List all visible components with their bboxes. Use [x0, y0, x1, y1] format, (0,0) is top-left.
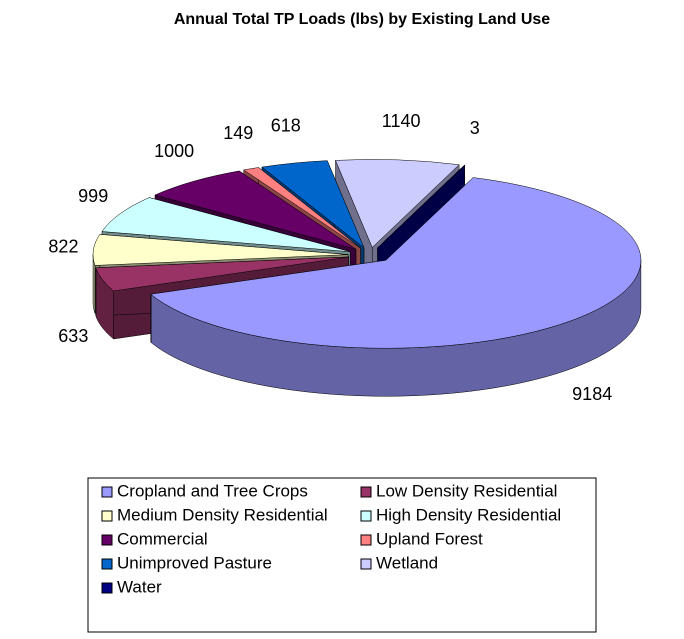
slice [95, 256, 349, 292]
data-label: 1140 [382, 111, 421, 131]
data-label: 1000 [154, 141, 194, 161]
legend-label: Cropland and Tree Crops [117, 481, 308, 500]
legend-label: Water [117, 577, 162, 596]
slice [150, 177, 642, 349]
data-label: 618 [271, 115, 301, 135]
slice [335, 159, 460, 248]
slice [377, 164, 466, 249]
data-label: 822 [48, 237, 78, 257]
data-label: 3 [470, 118, 480, 138]
data-label: 149 [223, 123, 253, 143]
legend-swatch [101, 582, 113, 594]
data-label: 999 [78, 186, 108, 206]
legend-swatch [360, 510, 372, 522]
legend-swatch [101, 558, 113, 570]
slice [261, 160, 365, 248]
legend-swatch [360, 534, 372, 546]
data-label: 633 [58, 326, 88, 346]
slice [92, 234, 349, 266]
data-label: 9184 [572, 384, 612, 404]
legend-label: Low Density Residential [376, 481, 557, 500]
legend-label: Medium Density Residential [117, 505, 328, 524]
legend-swatch [101, 534, 113, 546]
chart-title: Annual Total TP Loads (lbs) by Existing … [174, 11, 550, 28]
slice [243, 167, 361, 249]
legend-label: Unimproved Pasture [117, 553, 272, 572]
legend-swatch [101, 486, 113, 498]
slice [154, 170, 357, 250]
legend-label: Commercial [117, 529, 208, 548]
legend-swatch [360, 558, 372, 570]
legend-label: Wetland [376, 553, 438, 572]
legend-swatch [360, 486, 372, 498]
legend-swatch [101, 510, 113, 522]
legend-box [87, 477, 597, 633]
slice [101, 197, 351, 252]
legend-label: High Density Residential [376, 505, 561, 524]
legend-label: Upland Forest [376, 529, 483, 548]
